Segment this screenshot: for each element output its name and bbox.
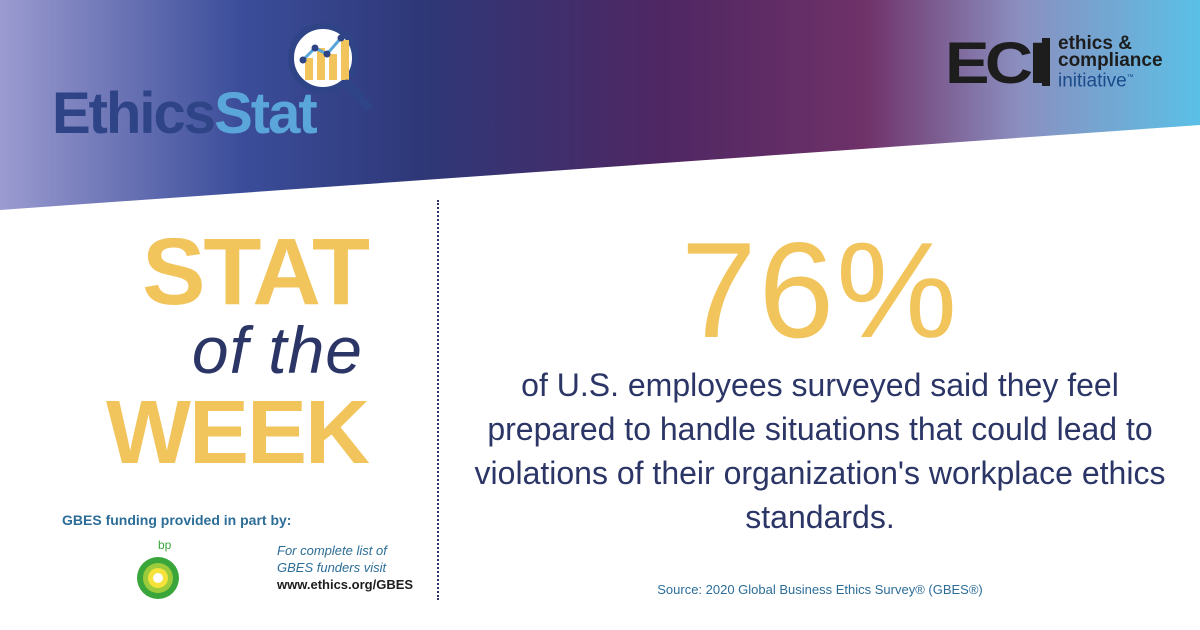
dotted-divider bbox=[437, 200, 439, 600]
source-citation: Source: 2020 Global Business Ethics Surv… bbox=[657, 582, 983, 597]
headline-of-the: of the bbox=[191, 313, 363, 387]
eci-line2: compliance bbox=[1058, 50, 1163, 71]
eci-line1: ethics & bbox=[1058, 33, 1132, 54]
funders-note-line2: GBES funders visit bbox=[277, 560, 387, 575]
magnifier-chart-icon bbox=[288, 23, 372, 111]
stat-description: of U.S. employees surveyed said they fee… bbox=[474, 367, 1166, 535]
brand-name-part2: Stat bbox=[214, 81, 318, 146]
brand-wordmark: EthicsStat bbox=[52, 85, 318, 143]
eci-letters: ECI bbox=[945, 31, 1047, 96]
funders-url-link[interactable]: www.ethics.org/GBES bbox=[277, 577, 414, 592]
ethicsstat-logo bbox=[50, 18, 380, 158]
headline-week: WEEK bbox=[106, 383, 370, 483]
bp-sponsor-logo: bp bbox=[128, 538, 188, 604]
bp-wordmark: bp bbox=[158, 538, 172, 552]
funders-note: For complete list of GBES funders visit … bbox=[277, 542, 413, 593]
eci-trademark: ™ bbox=[1126, 74, 1134, 81]
eci-divider-bar bbox=[1042, 38, 1050, 86]
brand-name-part1: Ethics bbox=[52, 81, 216, 146]
bp-helios-icon bbox=[137, 557, 179, 599]
funders-note-line1: For complete list of bbox=[277, 543, 387, 558]
headline-stat: STAT bbox=[142, 219, 370, 325]
stat-value: 76% bbox=[680, 214, 960, 366]
eci-logo: ECI ethics & compliance initiative™ bbox=[945, 31, 1180, 96]
funding-label: GBES funding provided in part by: bbox=[62, 512, 292, 528]
eci-wordmark: ethics & compliance initiative™ bbox=[1058, 33, 1163, 92]
eci-line3: initiative bbox=[1058, 70, 1127, 92]
